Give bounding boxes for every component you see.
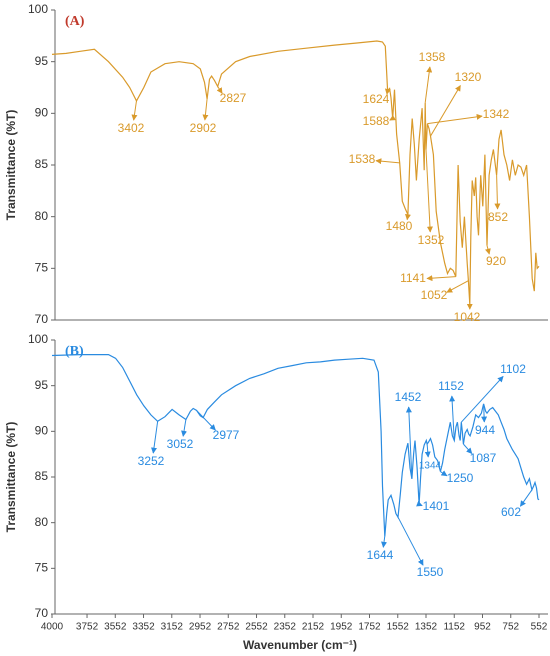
x-tick-label: 3752 <box>76 622 99 633</box>
x-tick-label: 1952 <box>330 622 353 633</box>
annotation-label: 1452 <box>395 390 422 404</box>
annotation-arrow <box>519 489 533 507</box>
annotation-label: 2977 <box>213 428 240 442</box>
annotation-label: 1250 <box>447 471 474 485</box>
annotation-arrow <box>416 500 423 507</box>
annotation-label: 1042 <box>454 310 481 324</box>
y-tick-label: 85 <box>35 469 49 483</box>
y-tick-label: 95 <box>35 54 49 68</box>
annotation-label: 3252 <box>138 454 165 468</box>
annotation-label: 1352 <box>418 233 445 247</box>
annotation-arrow <box>202 98 209 121</box>
y-tick-label: 90 <box>35 106 49 120</box>
annotation-label: 1588 <box>363 114 390 128</box>
panel-label: (B) <box>65 344 84 359</box>
annotation-arrow <box>405 406 413 479</box>
y-tick-label: 75 <box>35 561 49 575</box>
annotation-arrow <box>460 375 504 423</box>
annotation-label: 1052 <box>421 288 448 302</box>
annotation-label: 2827 <box>220 91 247 105</box>
annotation-arrow <box>151 421 159 454</box>
x-tick-label: 952 <box>474 622 491 633</box>
y-tick-label: 100 <box>28 332 48 346</box>
annotation-arrow <box>216 86 223 94</box>
annotation-arrow <box>131 100 138 121</box>
annotation-arrow <box>430 85 461 137</box>
annotation-label: 1141 <box>400 271 426 285</box>
annotation-label: 1550 <box>417 565 444 579</box>
annotation-arrow <box>425 149 433 233</box>
x-tick-label: 2952 <box>189 622 212 633</box>
annotation-label: 944 <box>475 423 495 437</box>
annotation-arrow <box>481 403 488 423</box>
annotation-label: 1401 <box>423 499 450 513</box>
y-tick-label: 85 <box>35 157 49 171</box>
x-tick-label: 2152 <box>302 622 325 633</box>
annotation-label: 1538 <box>349 152 376 166</box>
x-tick-label: 1552 <box>387 622 410 633</box>
annotation-label: 1342 <box>483 107 510 121</box>
annotation-label: 1344 <box>419 461 442 472</box>
y-tick-label: 70 <box>35 312 49 326</box>
y-axis-label: Transmittance (%T) <box>4 422 18 533</box>
annotation-arrow <box>381 536 387 548</box>
x-axis-label: Wavenumber (cm⁻¹) <box>243 638 357 652</box>
y-tick-label: 75 <box>35 261 49 275</box>
spectrum-line <box>51 354 540 537</box>
y-tick-label: 70 <box>35 606 49 620</box>
panel-label: (A) <box>65 14 85 29</box>
annotation-label: 1152 <box>438 379 464 393</box>
x-tick-label: 752 <box>502 622 519 633</box>
annotation-label: 1358 <box>419 50 446 64</box>
annotation-arrow <box>424 66 433 104</box>
annotation-label: 1624 <box>363 92 390 106</box>
annotation-label: 1087 <box>470 451 497 465</box>
annotation-label: 3052 <box>167 437 194 451</box>
y-tick-label: 100 <box>28 2 48 16</box>
annotation-arrow <box>424 444 431 458</box>
x-tick-label: 1752 <box>358 622 381 633</box>
annotation-arrow <box>484 245 491 255</box>
annotation-arrow <box>375 158 400 165</box>
x-tick-label: 4000 <box>41 622 64 633</box>
y-tick-label: 80 <box>35 515 49 529</box>
annotation-arrow <box>426 275 456 282</box>
spectrum-line <box>51 40 540 305</box>
annotation-arrow <box>463 443 473 454</box>
annotation-label: 852 <box>488 210 508 224</box>
x-tick-label: 2352 <box>274 622 297 633</box>
annotation-label: 1102 <box>500 362 526 376</box>
x-tick-label: 2752 <box>217 622 240 633</box>
x-tick-label: 1352 <box>415 622 438 633</box>
annotation-label: 920 <box>486 254 506 268</box>
annotation-arrow <box>446 280 469 293</box>
annotation-arrow <box>494 175 501 210</box>
x-tick-label: 2552 <box>245 622 268 633</box>
x-tick-label: 3352 <box>132 622 155 633</box>
annotation-label: 1644 <box>367 548 394 562</box>
x-tick-label: 3152 <box>161 622 184 633</box>
y-tick-label: 90 <box>35 424 49 438</box>
x-tick-label: 1152 <box>443 622 465 633</box>
x-tick-label: 552 <box>531 622 548 633</box>
annotation-arrow <box>196 409 216 431</box>
annotation-arrow <box>389 114 396 121</box>
annotation-arrow <box>181 419 187 437</box>
annotation-arrow <box>440 470 448 477</box>
y-axis-label: Transmittance (%T) <box>4 110 18 221</box>
annotation-label: 602 <box>501 505 521 519</box>
y-tick-label: 80 <box>35 209 49 223</box>
annotation-arrow <box>397 516 424 566</box>
x-tick-label: 3552 <box>104 622 127 633</box>
annotation-label: 1320 <box>455 70 482 84</box>
annotation-label: 1480 <box>386 219 413 233</box>
y-tick-label: 95 <box>35 378 49 392</box>
annotation-arrow <box>404 213 411 221</box>
annotation-arrow <box>384 88 391 95</box>
annotation-arrow <box>449 395 456 441</box>
annotation-arrow <box>427 113 483 125</box>
annotation-label: 3402 <box>118 121 145 135</box>
annotation-label: 2902 <box>190 121 217 135</box>
